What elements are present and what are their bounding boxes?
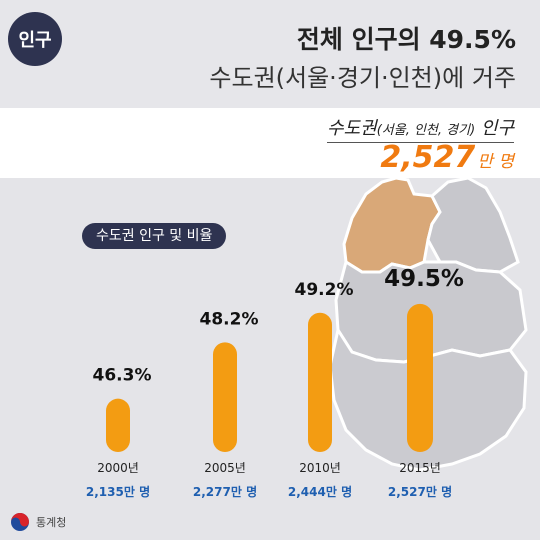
subheadline: 수도권(서울·경기·인천)에 거주 bbox=[209, 64, 516, 92]
value-label-1: 48.2% bbox=[200, 309, 259, 329]
population-label-0: 2,135만 명 bbox=[86, 484, 150, 499]
bar-0 bbox=[106, 398, 130, 452]
value-label-3: 49.5% bbox=[384, 266, 464, 292]
category-label-1: 2005년 bbox=[204, 461, 246, 475]
bar-2 bbox=[308, 312, 332, 452]
value-label-2: 49.2% bbox=[295, 280, 354, 300]
population-label-2: 2,444만 명 bbox=[288, 484, 352, 499]
category-badge: 인구 bbox=[8, 12, 62, 66]
highlight-band: 수도권(서울, 인천, 경기) 인구 2,527 만 명 bbox=[0, 108, 540, 178]
category-label-3: 2015년 bbox=[399, 461, 441, 475]
bar-1 bbox=[213, 342, 237, 452]
publisher-name: 통계청 bbox=[36, 516, 67, 529]
highlight-label-tail: 인구 bbox=[475, 118, 514, 139]
highlight-label: 수도권(서울, 인천, 경기) 인구 bbox=[327, 114, 514, 143]
taegeuk-logo-icon bbox=[11, 513, 29, 531]
category-label-0: 2000년 bbox=[97, 461, 139, 475]
population-label-1: 2,277만 명 bbox=[193, 484, 257, 499]
value-label-0: 46.3% bbox=[93, 366, 152, 386]
highlight-number: 2,527 bbox=[380, 140, 476, 175]
publisher-logo: 통계청 bbox=[10, 512, 66, 532]
chart-legend-pill: 수도권 인구 및 비율 bbox=[82, 223, 227, 249]
population-label-3: 2,527만 명 bbox=[388, 484, 452, 499]
highlight-label-main: 수도권 bbox=[327, 118, 377, 139]
bar-3 bbox=[407, 303, 433, 452]
headline: 전체 인구의 49.5% bbox=[296, 25, 516, 54]
header-area: 인구 전체 인구의 49.5% 수도권(서울·경기·인천)에 거주 bbox=[0, 0, 540, 108]
category-label-2: 2010년 bbox=[299, 461, 341, 475]
highlight-label-paren: (서울, 인천, 경기) bbox=[376, 123, 476, 138]
highlight-unit: 만 명 bbox=[477, 152, 514, 172]
highlight-value: 2,527 만 명 bbox=[380, 140, 514, 175]
